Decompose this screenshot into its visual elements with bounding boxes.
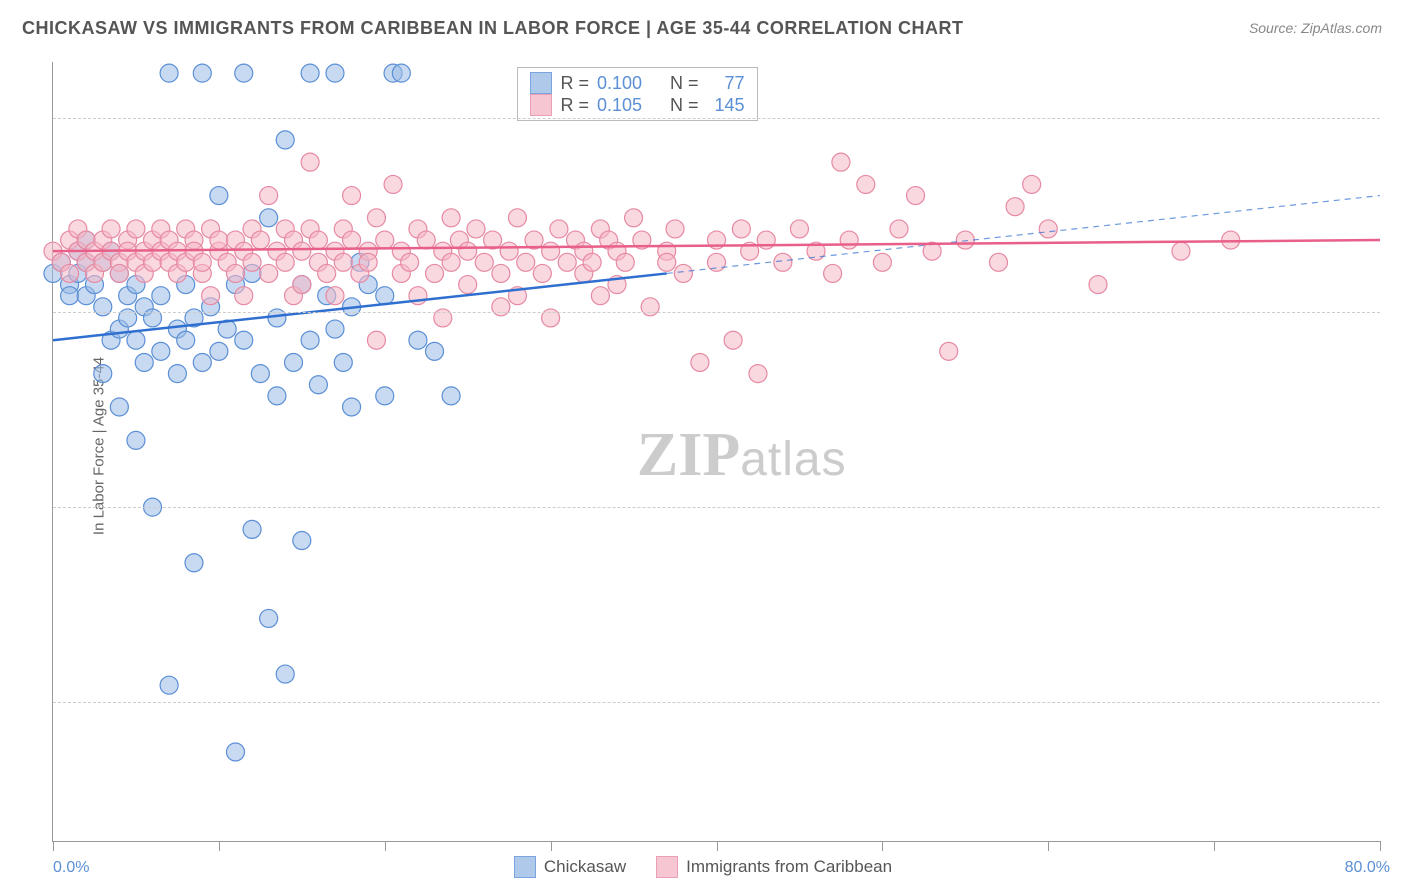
stats-n-value-1: 77 <box>707 73 745 94</box>
legend-swatch-caribbean <box>656 856 678 878</box>
stats-row-series2: R = 0.105 N = 145 <box>530 94 744 116</box>
correlation-stats-box: R = 0.100 N = 77 R = 0.105 N = 145 <box>517 67 757 121</box>
gridline-horizontal <box>53 702 1380 703</box>
chart-svg <box>53 62 1380 841</box>
legend: Chickasaw Immigrants from Caribbean <box>0 856 1406 878</box>
stats-swatch-caribbean <box>530 94 552 116</box>
source-attribution: Source: ZipAtlas.com <box>1249 20 1382 36</box>
legend-label-chickasaw: Chickasaw <box>544 857 626 877</box>
ytick-label: 65.0% <box>1390 498 1406 516</box>
ytick-label: 100.0% <box>1390 109 1406 127</box>
stats-row-series1: R = 0.100 N = 77 <box>530 72 744 94</box>
legend-swatch-chickasaw <box>514 856 536 878</box>
gridline-horizontal <box>53 118 1380 119</box>
ytick-label: 47.5% <box>1390 693 1406 711</box>
xtick <box>717 841 718 851</box>
ytick-label: 82.5% <box>1390 303 1406 321</box>
xtick <box>882 841 883 851</box>
stats-r-value-1: 0.100 <box>597 73 642 94</box>
stats-n-label: N = <box>670 73 699 94</box>
xtick <box>551 841 552 851</box>
legend-item-chickasaw: Chickasaw <box>514 856 626 878</box>
gridline-horizontal <box>53 507 1380 508</box>
legend-label-caribbean: Immigrants from Caribbean <box>686 857 892 877</box>
stats-r-label: R = <box>560 95 589 116</box>
stats-r-label: R = <box>560 73 589 94</box>
stats-r-value-2: 0.105 <box>597 95 642 116</box>
xtick <box>385 841 386 851</box>
xtick <box>1048 841 1049 851</box>
xtick <box>1380 841 1381 851</box>
xtick <box>219 841 220 851</box>
stats-swatch-chickasaw <box>530 72 552 94</box>
gridline-horizontal <box>53 312 1380 313</box>
stats-n-value-2: 145 <box>707 95 745 116</box>
xtick <box>53 841 54 851</box>
plot-area: R = 0.100 N = 77 R = 0.105 N = 145 ZIPat… <box>52 62 1380 842</box>
stats-n-label: N = <box>670 95 699 116</box>
legend-item-caribbean: Immigrants from Caribbean <box>656 856 892 878</box>
xtick <box>1214 841 1215 851</box>
chart-title: CHICKASAW VS IMMIGRANTS FROM CARIBBEAN I… <box>22 18 964 39</box>
